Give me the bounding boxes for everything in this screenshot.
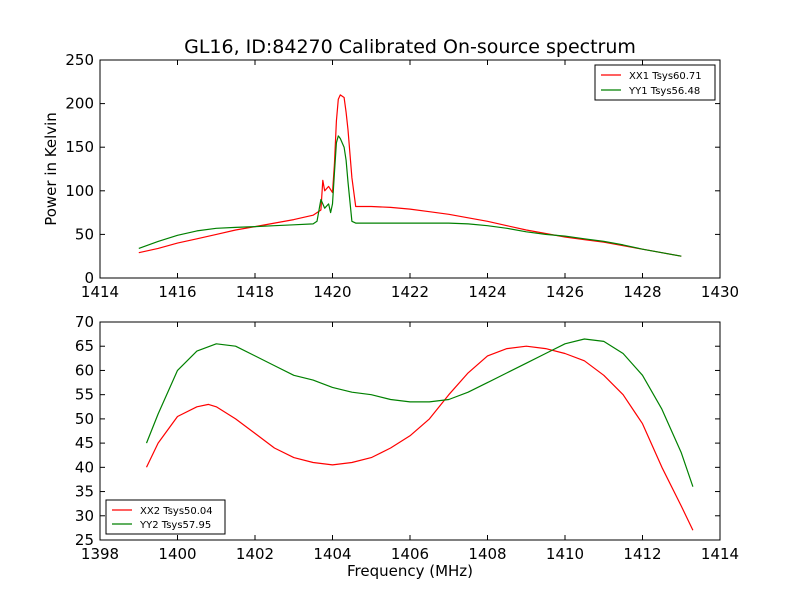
x-tick-label: 1422 (391, 283, 429, 301)
x-tick-label: 1406 (391, 545, 429, 563)
top-plot-frame (99, 59, 721, 279)
x-tick-label: 1414 (81, 283, 119, 301)
x-tick-label: 1430 (701, 283, 739, 301)
x-tick-label: 1426 (546, 283, 584, 301)
top-y-axis-label: Power in Kelvin (42, 112, 60, 226)
bottom-x-axis-label: Frequency (MHz) (347, 562, 473, 580)
x-tick-label: 1414 (701, 545, 739, 563)
y-tick-label: 45 (75, 434, 94, 452)
series-line-yy1 (138, 135, 682, 257)
y-tick-label: 50 (75, 410, 94, 428)
x-tick-label: 1410 (546, 545, 584, 563)
x-tick-label: 1428 (623, 283, 661, 301)
x-tick-label: 1424 (468, 283, 506, 301)
y-tick-label: 50 (75, 225, 94, 243)
y-tick-label: 25 (75, 531, 94, 549)
y-tick-label: 65 (75, 337, 94, 355)
bottom-axis-ticks: 1398 1400 1402 1404 1406 1408 1410 1412 1414 25 30… (75, 313, 739, 563)
x-tick-label: 1408 (468, 545, 506, 563)
y-tick-label: 35 (75, 483, 94, 501)
y-tick-label: 250 (65, 51, 94, 69)
bottom-legend-box (105, 499, 226, 535)
x-tick-label: 1400 (158, 545, 196, 563)
y-tick-label: 60 (75, 361, 94, 379)
y-tick-label: 150 (65, 138, 94, 156)
legend-label-xx1: XX1 Tsys60.71 (629, 71, 702, 82)
y-tick-label: 100 (65, 182, 94, 200)
bottom-plot-frame (99, 321, 721, 541)
x-tick-label: 1418 (236, 283, 274, 301)
legend-label-yy2: YY2 Tsys57.95 (139, 520, 211, 531)
legend-label-yy1: YY1 Tsys56.48 (628, 86, 700, 97)
top-axis-ticks: 1414 1416 1418 1420 1422 1424 1426 1428 1430 0 50 1… (65, 51, 739, 301)
x-tick-label: 1412 (623, 545, 661, 563)
y-tick-label: 40 (75, 458, 94, 476)
y-tick-label: 200 (65, 95, 94, 113)
top-legend-box (594, 64, 716, 101)
bottom-legend: XX2 Tsys50.04 YY2 Tsys57.95 (105, 499, 226, 535)
y-tick-label: 0 (84, 269, 94, 287)
y-tick-label: 70 (75, 313, 94, 331)
x-tick-label: 1416 (158, 283, 196, 301)
x-tick-label: 1398 (81, 545, 119, 563)
top-legend: XX1 Tsys60.71 YY1 Tsys56.48 (594, 64, 716, 101)
series-line-xx2 (145, 345, 694, 531)
bottom-series-lines (145, 338, 694, 531)
bottom-spectrum-panel: 1398 1400 1402 1404 1406 1408 1410 1412 1414 25 30… (75, 313, 739, 580)
x-tick-label: 1404 (313, 545, 351, 563)
x-tick-label: 1402 (236, 545, 274, 563)
chart-title: GL16, ID:84270 Calibrated On-source spec… (184, 36, 636, 58)
y-tick-label: 55 (75, 386, 94, 404)
series-line-yy2 (145, 338, 694, 487)
y-tick-label: 30 (75, 507, 94, 525)
x-tick-label: 1420 (313, 283, 351, 301)
top-spectrum-panel: 1414 1416 1418 1420 1422 1424 1426 1428 1430 0 50 1… (42, 51, 739, 301)
legend-label-xx2: XX2 Tsys50.04 (140, 506, 213, 517)
top-series-lines (138, 94, 682, 257)
